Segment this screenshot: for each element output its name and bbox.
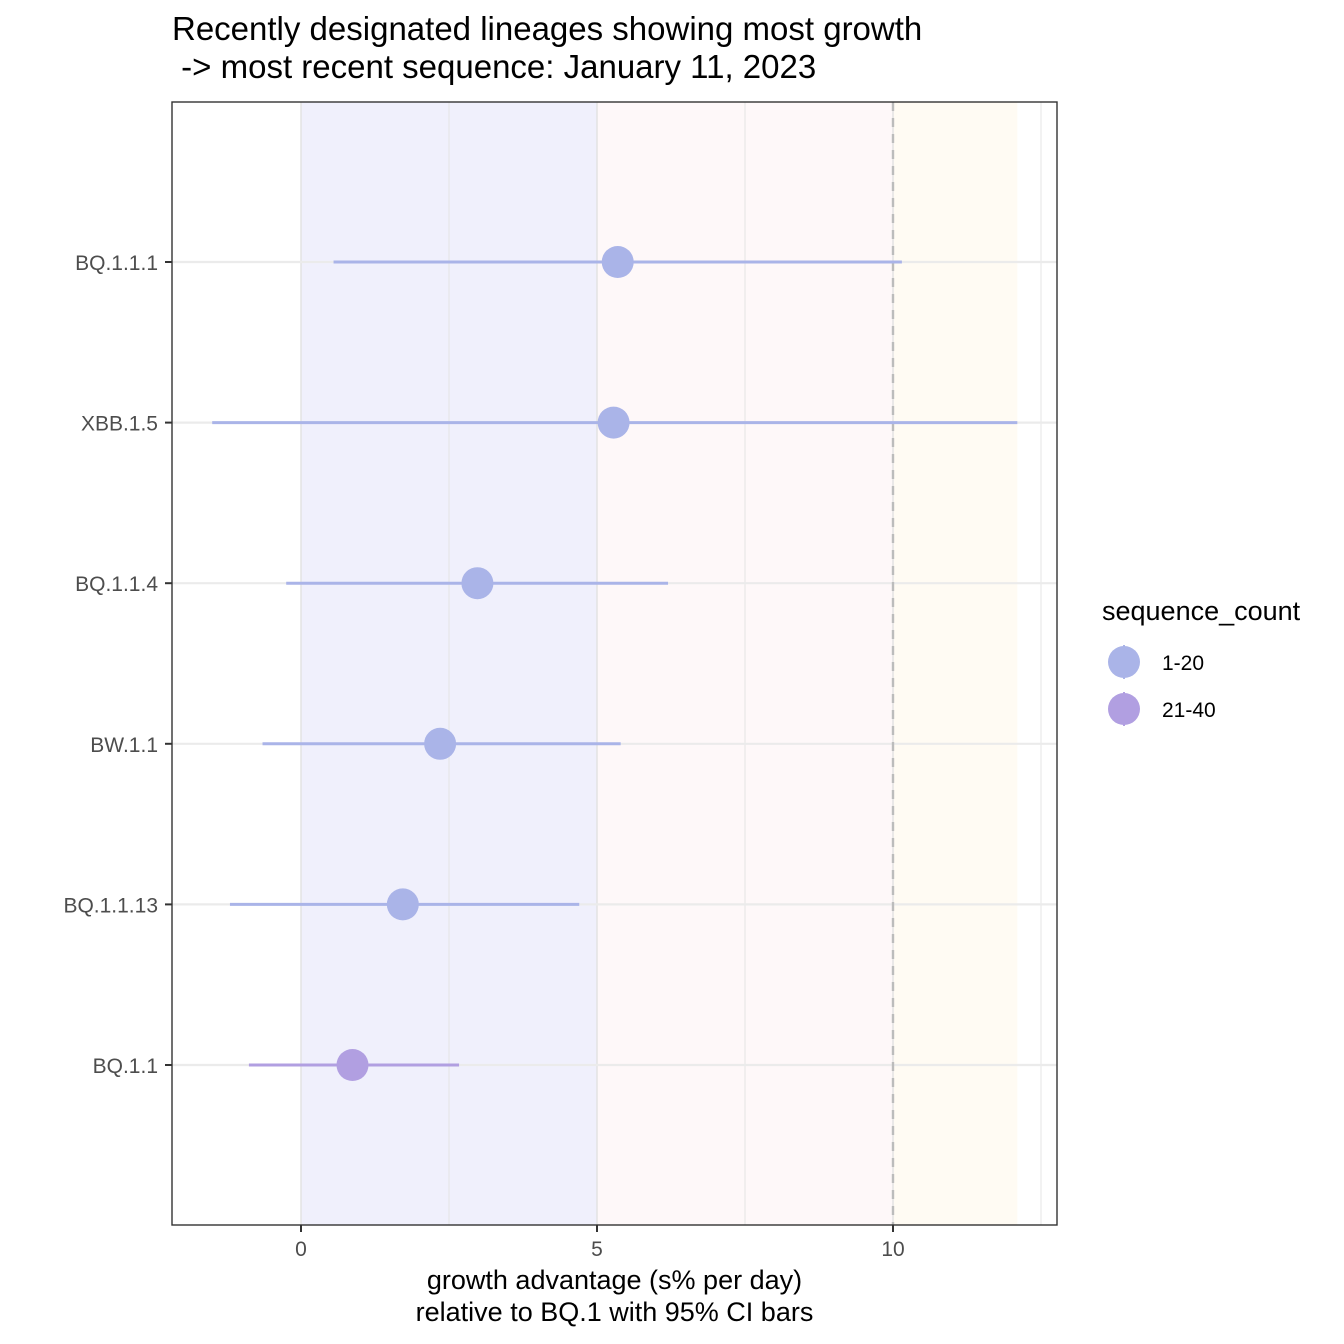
y-tick-label: XBB.1.5 (81, 413, 158, 436)
x-axis-label: growth advantage (s% per day) relative to… (172, 1264, 1057, 1328)
point-BQ.1.1 (336, 1049, 369, 1081)
x-axis-label-line1: growth advantage (s% per day) (426, 1265, 803, 1295)
point-BQ.1.1.4 (461, 567, 494, 600)
y-tick-label: BQ.1.1.4 (75, 573, 158, 596)
shaded-band-2 (893, 102, 1018, 1225)
chart-title-line1: Recently designated lineages showing mos… (172, 10, 923, 47)
y-tick-label: BQ.1.1 (93, 1055, 158, 1078)
legend-label: 21-40 (1162, 699, 1216, 722)
legend-title: sequence_count (1102, 596, 1301, 626)
x-axis-label-line2: relative to BQ.1 with 95% CI bars (415, 1297, 814, 1327)
point-BQ.1.1.13 (386, 888, 419, 921)
y-tick-label: BQ.1.1.13 (63, 894, 158, 917)
plot-border (171, 101, 1058, 1226)
x-tick-label: 10 (881, 1238, 904, 1261)
chart-title: Recently designated lineages showing mos… (172, 10, 922, 86)
point-XBB.1.5 (597, 406, 630, 439)
x-tick-label: 5 (591, 1238, 603, 1261)
point-BW.1.1 (424, 727, 457, 760)
legend-label: 1-20 (1162, 652, 1204, 675)
chart-title-line2: -> most recent sequence: January 11, 202… (172, 48, 817, 85)
legend-key-21-40 (1108, 693, 1140, 725)
legend-key-1-20 (1108, 646, 1140, 678)
y-tick-label: BQ.1.1.1 (75, 252, 158, 275)
point-BQ.1.1.1 (601, 246, 634, 278)
y-tick-label: BW.1.1 (90, 734, 158, 757)
x-tick-label: 0 (295, 1238, 307, 1261)
